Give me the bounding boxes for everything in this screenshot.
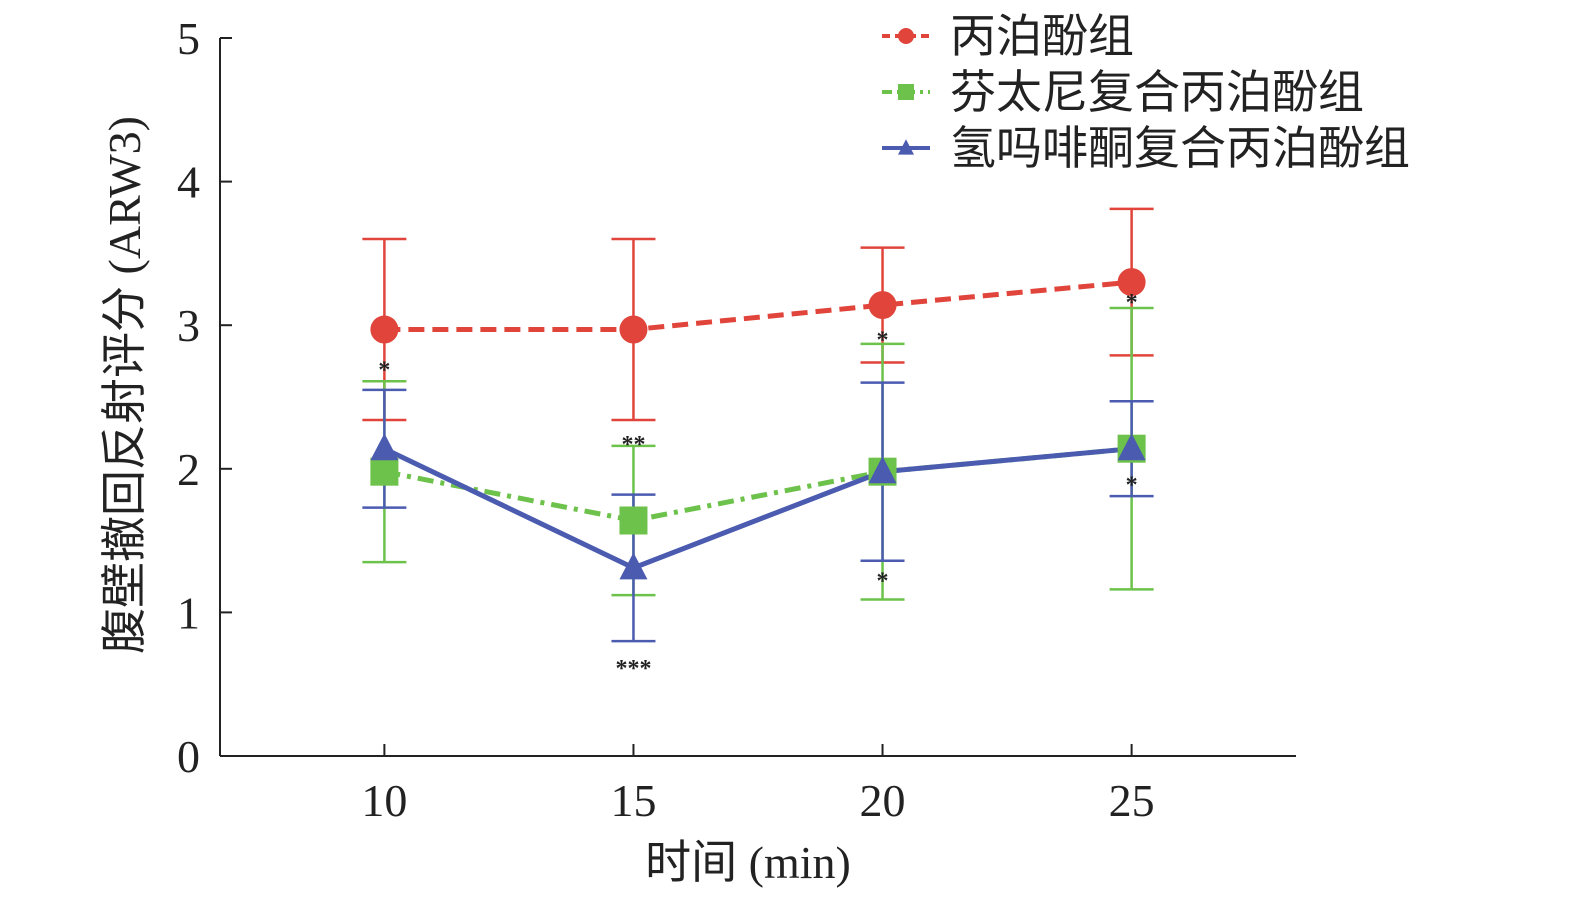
significance-marker: *	[877, 569, 889, 595]
y-tick-label: 1	[177, 587, 200, 638]
y-tick-label: 0	[177, 731, 200, 782]
series-line	[383, 446, 1132, 523]
significance-marker: *	[1126, 290, 1138, 316]
significance-annotations: **********	[378, 290, 1137, 682]
significance-marker: ***	[615, 656, 651, 682]
data-point-circle	[1117, 268, 1146, 297]
data-point-circle	[898, 28, 914, 44]
y-tick-label: 4	[177, 157, 200, 208]
data-point-triangle	[370, 433, 399, 461]
axes: 0 1 2 3 4 5 10 15 20 25	[177, 13, 1296, 826]
series-markers	[370, 268, 1146, 580]
x-axis-title: 时间 (min)	[645, 837, 851, 888]
y-axis-title: 腹壁撤回反射评分 (ARW3)	[99, 116, 150, 654]
series-line	[383, 446, 1132, 571]
x-tick-label: 20	[860, 775, 906, 826]
significance-marker: *	[378, 357, 390, 383]
significance-marker: *	[1126, 472, 1138, 498]
error-bars	[362, 207, 1154, 643]
data-point-square	[370, 457, 399, 486]
data-point-circle	[868, 291, 897, 320]
legend-label: 丙泊酚组	[950, 11, 1134, 62]
legend-label: 芬太尼复合丙泊酚组	[950, 67, 1364, 118]
x-tick-label: 15	[610, 775, 656, 826]
y-tick-label: 2	[177, 444, 200, 495]
x-tick-label: 10	[361, 775, 407, 826]
data-point-circle	[619, 315, 648, 344]
data-point-triangle	[619, 552, 648, 580]
data-point-triangle	[898, 139, 914, 155]
x-tick-label: 25	[1109, 775, 1155, 826]
data-point-triangle	[868, 456, 897, 484]
significance-marker: **	[621, 432, 645, 458]
data-point-circle	[370, 315, 399, 344]
legend-label: 氢吗啡酮复合丙泊酚组	[950, 123, 1410, 174]
data-point-triangle	[1117, 433, 1146, 461]
series-lines	[383, 279, 1132, 571]
data-point-square	[898, 84, 914, 100]
y-tick-label: 5	[177, 13, 200, 64]
series-line	[384, 279, 1132, 333]
y-tick-label: 3	[177, 300, 200, 351]
data-point-square	[619, 506, 648, 535]
significance-marker: *	[877, 327, 889, 353]
